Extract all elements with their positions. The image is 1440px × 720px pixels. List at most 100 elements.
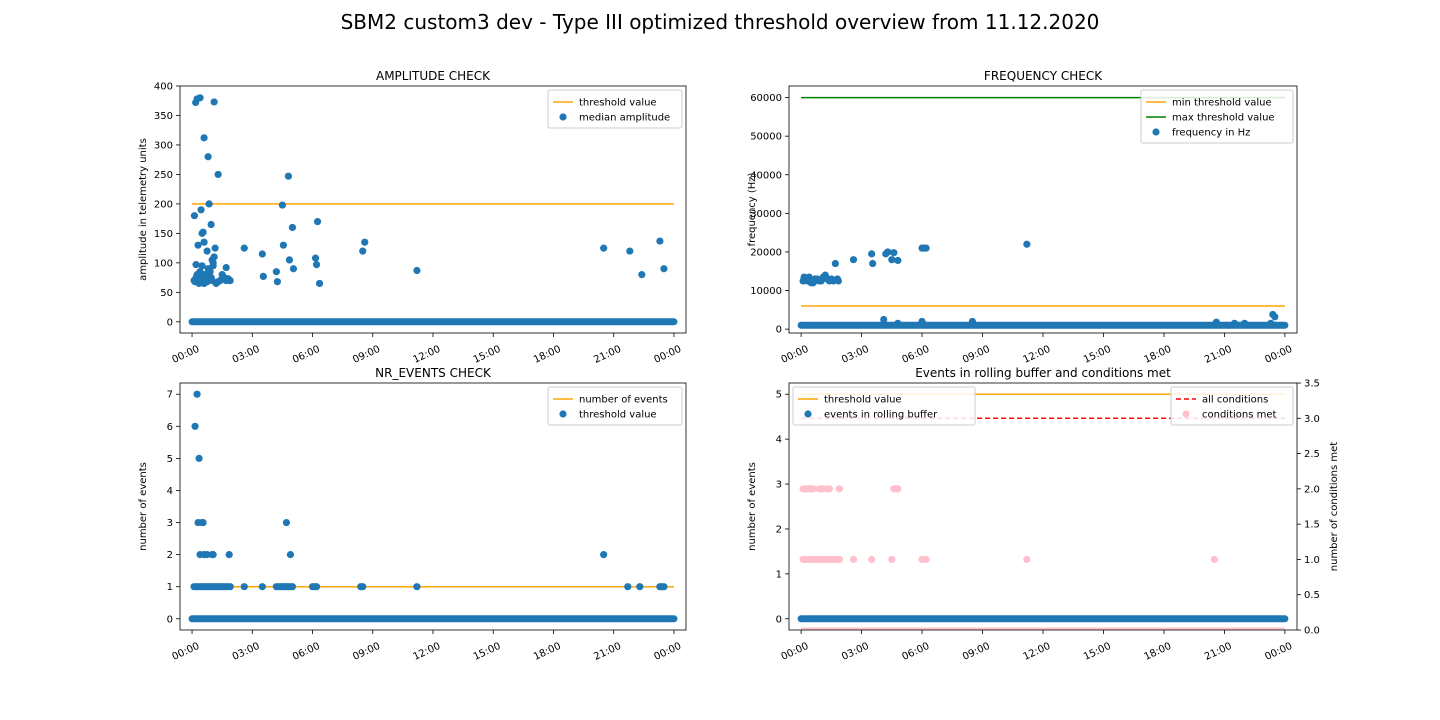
- data-point: [656, 237, 664, 245]
- y-right-tick-label: 0.5: [1304, 590, 1320, 601]
- data-point: [888, 256, 896, 264]
- x-tick-label: 06:00: [901, 344, 932, 366]
- data-point: [205, 200, 213, 208]
- data-point: [196, 94, 204, 102]
- condition-point: [1023, 555, 1031, 564]
- data-point: [258, 583, 266, 591]
- legend-box: [1170, 386, 1294, 426]
- legend-entry: min threshold value: [1172, 98, 1272, 109]
- condition-point: [849, 555, 858, 564]
- data-point: [194, 241, 202, 249]
- data-point: [204, 153, 212, 161]
- data-point: [258, 250, 266, 258]
- data-point: [968, 317, 977, 326]
- chart-title: AMPLITUDE CHECK: [376, 69, 491, 83]
- y-tick-label: 5: [167, 454, 173, 465]
- x-tick-label: 06:00: [291, 641, 322, 663]
- y-tick-label: 400: [154, 82, 173, 93]
- y-tick-label: 5: [776, 390, 782, 401]
- data-point: [600, 244, 608, 252]
- data-point: [278, 201, 287, 209]
- data-point: [312, 583, 321, 591]
- data-point: [831, 259, 839, 268]
- data-point: [279, 241, 288, 249]
- data-point: [198, 262, 206, 270]
- x-tick-label: 15:00: [1082, 344, 1113, 366]
- y-tick-label: 7: [167, 390, 173, 401]
- data-point: [222, 263, 230, 272]
- x-tick-label: 15:00: [1082, 641, 1113, 663]
- y-axis-label: amplitude in telemetry units: [138, 138, 149, 281]
- data-point: [1023, 240, 1031, 248]
- y-tick-label: 50: [160, 288, 173, 299]
- data-point: [313, 217, 322, 226]
- x-tick-label: 12:00: [1021, 641, 1052, 663]
- data-point: [209, 551, 217, 559]
- data-point: [225, 551, 233, 559]
- x-tick-label: 03:00: [840, 641, 871, 663]
- y-axis-label: number of events: [138, 462, 149, 551]
- condition-point: [894, 485, 902, 493]
- legend-entry: conditions met: [1202, 410, 1277, 421]
- x-tick-label: 00:00: [652, 344, 683, 366]
- data-point: [214, 170, 222, 179]
- data-point: [240, 244, 248, 252]
- data-point: [199, 228, 207, 236]
- data-point: [834, 277, 842, 285]
- x-tick-label: 21:00: [592, 641, 623, 663]
- data-point: [600, 551, 608, 559]
- data-point: [200, 238, 208, 246]
- data-point: [225, 276, 233, 285]
- data-point: [315, 279, 324, 288]
- chart-title: FREQUENCY CHECK: [984, 69, 1103, 83]
- condition-point: [868, 555, 876, 564]
- legend-swatch: [804, 410, 812, 418]
- y-tick-label: 250: [154, 170, 173, 181]
- condition-point: [809, 485, 817, 493]
- data-point: [190, 212, 199, 220]
- data-point: [918, 317, 926, 326]
- x-tick-label: 03:00: [231, 641, 262, 663]
- y-tick-label: 40000: [750, 170, 782, 181]
- data-point: [288, 583, 297, 591]
- figure-suptitle: SBM2 custom3 dev - Type III optimized th…: [341, 10, 1100, 34]
- y-tick-label: 100: [154, 258, 173, 269]
- y-tick-label: 1: [167, 582, 173, 593]
- data-point: [240, 583, 248, 591]
- data-point: [226, 583, 234, 591]
- y-tick-label: 2: [167, 550, 173, 561]
- x-tick-label: 09:00: [351, 641, 382, 663]
- x-tick-label: 00:00: [1263, 641, 1294, 663]
- legend-entry: threshold value: [579, 410, 657, 421]
- y-tick-label: 30000: [750, 209, 782, 220]
- y-right-tick-label: 2.5: [1304, 449, 1320, 460]
- chart-title: NR_EVENTS CHECK: [375, 366, 492, 380]
- data-point: [1267, 319, 1275, 327]
- data-point: [413, 266, 421, 275]
- data-point: [894, 319, 902, 327]
- data-point: [880, 315, 888, 324]
- legend-box: [792, 386, 976, 426]
- y-axis-label: frequency (Hz): [747, 172, 758, 246]
- axes-frame: [788, 85, 1298, 334]
- data-point: [894, 256, 902, 265]
- data-point: [193, 390, 201, 398]
- x-tick-label: 06:00: [291, 344, 322, 366]
- y-tick-label: 1: [776, 569, 782, 580]
- x-tick-label: 06:00: [901, 641, 932, 663]
- x-tick-label: 18:00: [532, 344, 563, 366]
- legend-box: [547, 89, 683, 129]
- chart-rolling-buffer: Events in rolling buffer and conditions …: [747, 366, 1340, 663]
- condition-point: [922, 555, 930, 564]
- chart-nr-events: NR_EVENTS CHECK 0 1 2 3 4 5 6 7 number of events 0…: [138, 366, 687, 663]
- data-point: [638, 271, 646, 279]
- y-tick-label: 0: [167, 614, 173, 625]
- data-point: [209, 259, 217, 267]
- data-point: [890, 249, 898, 257]
- legend-entry: events in rolling buffer: [824, 410, 938, 421]
- y-right-tick-label: 1.5: [1304, 520, 1320, 531]
- data-point: [1230, 319, 1239, 327]
- x-tick-label: 12:00: [411, 641, 442, 663]
- y-tick-label: 4: [776, 435, 782, 446]
